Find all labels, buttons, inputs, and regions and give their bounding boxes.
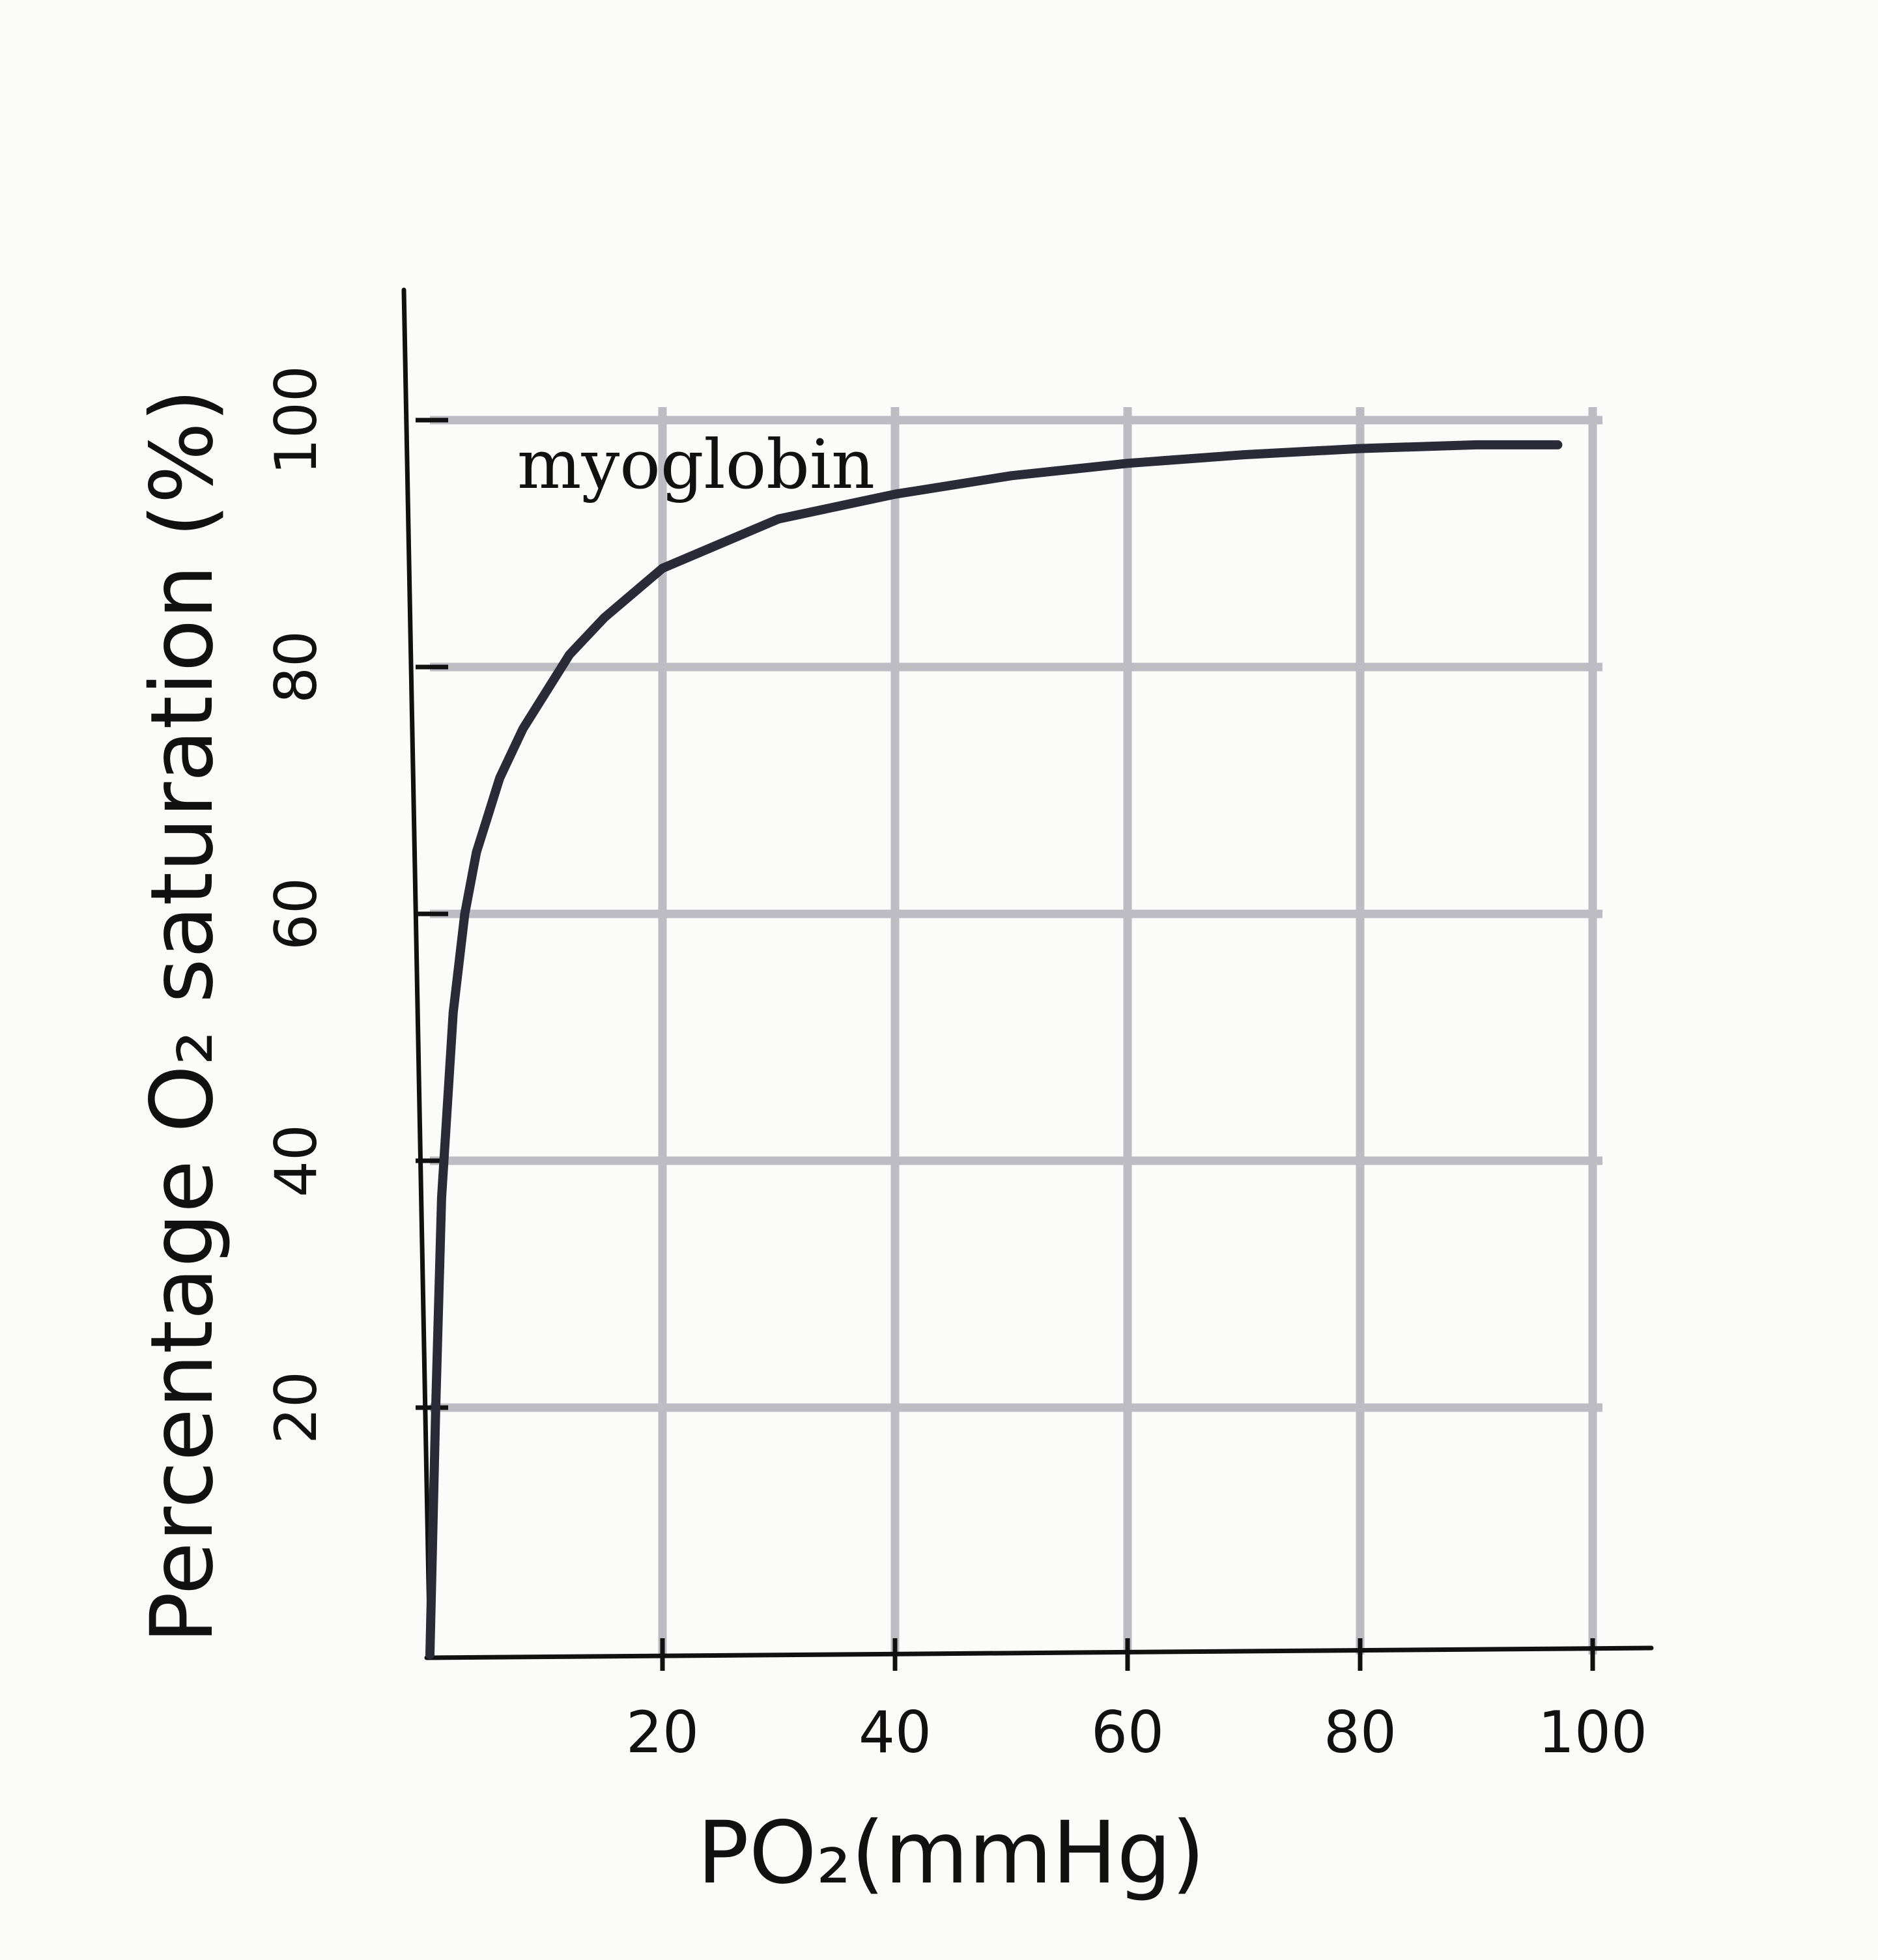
ticks: 20 40 60 80 100 20 40 60 80 100	[263, 365, 1647, 1766]
y-axis-line	[401, 287, 433, 1657]
x-axis-title: PO₂(mmHg)	[697, 1803, 1205, 1903]
y-tick-label-20: 20	[263, 1371, 330, 1444]
x-tick-label-20: 20	[626, 1699, 699, 1766]
y-tick-label-40: 40	[263, 1124, 330, 1197]
x-tick-label-80: 80	[1324, 1699, 1397, 1766]
y-tick-label-80: 80	[263, 631, 330, 703]
x-tick-label-100: 100	[1538, 1699, 1647, 1766]
x-tick-label-60: 60	[1091, 1699, 1164, 1766]
x-tick-label-40: 40	[859, 1699, 932, 1766]
y-axis-title: Percentage O₂ saturation (%)	[132, 389, 233, 1644]
y-tick-label-100: 100	[263, 365, 330, 475]
series-line-myoglobin	[425, 440, 1563, 1659]
y-tick-label-60: 60	[263, 877, 330, 950]
labels: myoglobin	[517, 425, 875, 504]
curves	[425, 440, 1563, 1659]
x-axis-line	[424, 1645, 1654, 1660]
axes	[401, 287, 1654, 1660]
series-label-myoglobin: myoglobin	[517, 425, 875, 504]
grid	[430, 407, 1602, 1655]
